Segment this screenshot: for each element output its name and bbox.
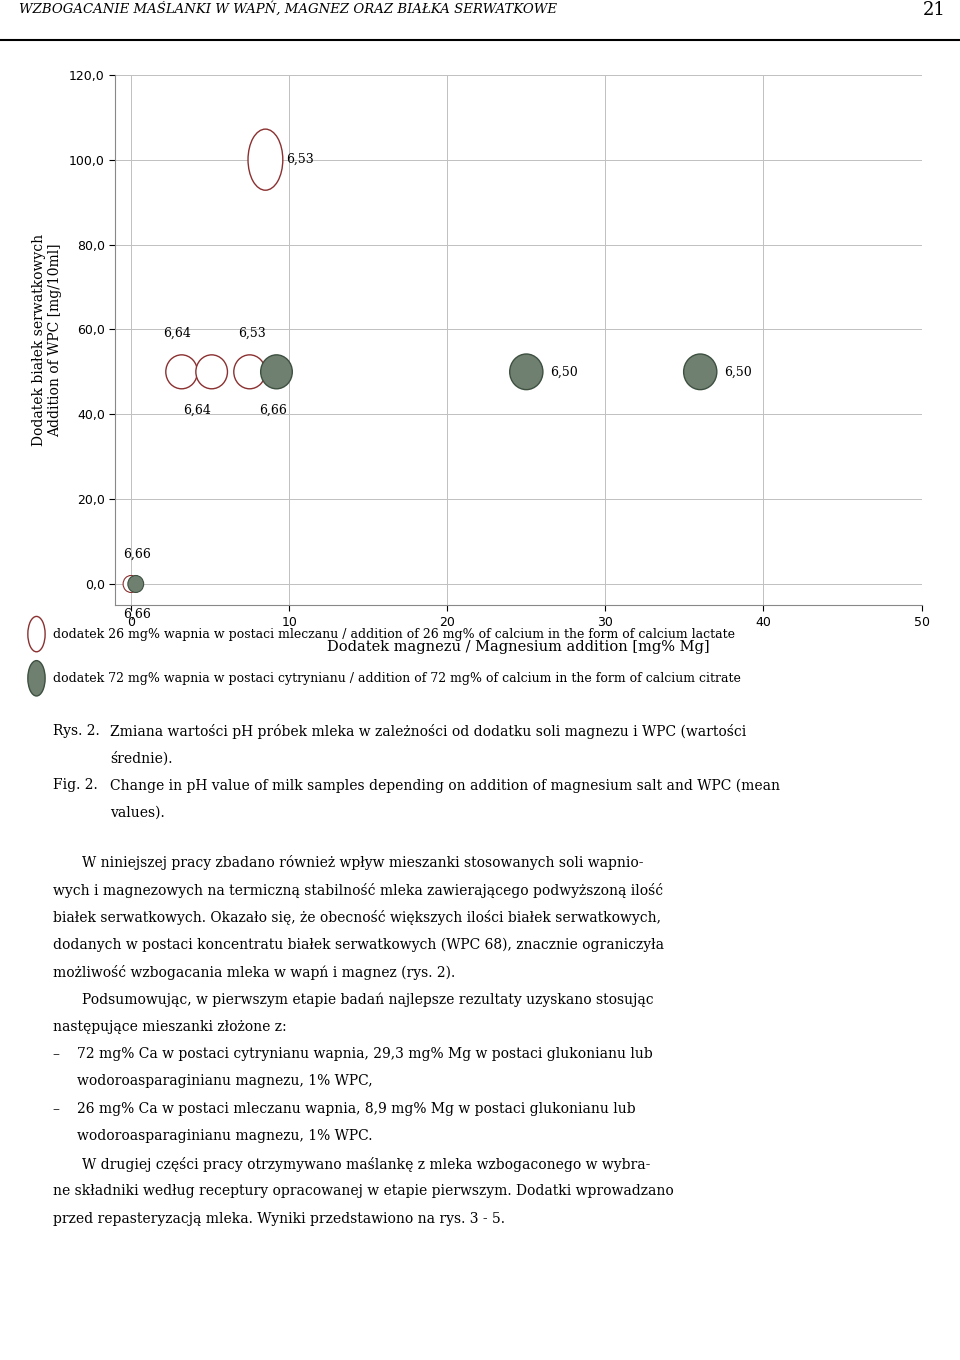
Text: –: – [53,1047,60,1061]
Ellipse shape [248,129,283,190]
Text: 6,64: 6,64 [162,326,190,340]
Text: Podsumowując, w pierwszym etapie badań najlepsze rezultaty uzyskano stosując: Podsumowując, w pierwszym etapie badań n… [82,993,653,1006]
Text: WZBOGACANIE MAŚLANKI W WAPŃ, MAGNEZ ORAZ BIAŁKA SERWATKOWE: WZBOGACANIE MAŚLANKI W WAPŃ, MAGNEZ ORAZ… [19,1,557,16]
Y-axis label: Dodatek białek serwatkowych
Addition of WPC [mg/10ml]: Dodatek białek serwatkowych Addition of … [32,234,62,446]
Text: 6,53: 6,53 [238,326,266,340]
Text: wych i magnezowych na termiczną stabilność mleka zawierającego podwyższoną ilość: wych i magnezowych na termiczną stabilno… [53,883,663,898]
Text: dodatek 26 mg% wapnia w postaci mleczanu / addition of 26 mg% of calcium in the : dodatek 26 mg% wapnia w postaci mleczanu… [53,627,734,641]
Ellipse shape [123,575,139,593]
Text: 72 mg% Ca w postaci cytrynianu wapnia, 29,3 mg% Mg w postaci glukonianu lub: 72 mg% Ca w postaci cytrynianu wapnia, 2… [77,1047,653,1061]
Text: Zmiana wartości pH próbek mleka w zależności od dodatku soli magnezu i WPC (wart: Zmiana wartości pH próbek mleka w zależn… [110,724,747,738]
Ellipse shape [684,354,717,390]
Text: 6,50: 6,50 [550,366,578,378]
Text: Change in pH value of milk samples depending on addition of magnesium salt and W: Change in pH value of milk samples depen… [110,778,780,793]
X-axis label: Dodatek magnezu / Magnesium addition [mg% Mg]: Dodatek magnezu / Magnesium addition [mg… [327,639,709,654]
Text: W drugiej części pracy otrzymywano maślankę z mleka wzbogaconego w wybra-: W drugiej części pracy otrzymywano maśla… [82,1157,650,1172]
Text: Rys. 2.: Rys. 2. [53,724,100,737]
Text: 6,50: 6,50 [724,366,752,378]
Text: wodoroasparaginianu magnezu, 1% WPC,: wodoroasparaginianu magnezu, 1% WPC, [77,1074,372,1088]
Text: Fig. 2.: Fig. 2. [53,778,98,793]
Text: białek serwatkowych. Okazało się, że obecność większych ilości białek serwatkowy: białek serwatkowych. Okazało się, że obe… [53,910,660,925]
Text: 21: 21 [923,1,946,19]
Ellipse shape [196,355,228,389]
Ellipse shape [28,661,45,696]
Text: 6,66: 6,66 [259,404,287,416]
Text: 6,53: 6,53 [286,154,314,166]
Text: następujące mieszanki złożone z:: następujące mieszanki złożone z: [53,1020,286,1034]
Text: ne składniki według receptury opracowanej w etapie pierwszym. Dodatki wprowadzan: ne składniki według receptury opracowane… [53,1185,674,1198]
Text: 26 mg% Ca w postaci mleczanu wapnia, 8,9 mg% Mg w postaci glukonianu lub: 26 mg% Ca w postaci mleczanu wapnia, 8,9… [77,1102,636,1117]
Text: values).: values). [110,805,165,820]
Ellipse shape [28,616,45,651]
Text: 6,64: 6,64 [183,404,211,416]
Text: średnie).: średnie). [110,751,173,766]
Text: W niniejszej pracy zbadano również wpływ mieszanki stosowanych soli wapnio-: W niniejszej pracy zbadano również wpływ… [82,855,643,870]
Text: 6,66: 6,66 [123,608,151,620]
Text: dodatek 72 mg% wapnia w postaci cytrynianu / addition of 72 mg% of calcium in th: dodatek 72 mg% wapnia w postaci cytrynia… [53,672,741,685]
Ellipse shape [510,354,543,390]
Text: –: – [53,1102,60,1117]
Text: dodanych w postaci koncentratu białek serwatkowych (WPC 68), znacznie ograniczył: dodanych w postaci koncentratu białek se… [53,937,663,952]
Ellipse shape [234,355,265,389]
Text: wodoroasparaginianu magnezu, 1% WPC.: wodoroasparaginianu magnezu, 1% WPC. [77,1129,372,1144]
Text: przed repasteryzacją mleka. Wyniki przedstawiono na rys. 3 - 5.: przed repasteryzacją mleka. Wyniki przed… [53,1212,505,1225]
Ellipse shape [166,355,198,389]
Text: 6,66: 6,66 [123,548,151,560]
Ellipse shape [128,575,144,593]
Ellipse shape [261,355,292,389]
Text: możliwość wzbogacania mleka w wapń i magnez (rys. 2).: możliwość wzbogacania mleka w wapń i mag… [53,964,455,979]
